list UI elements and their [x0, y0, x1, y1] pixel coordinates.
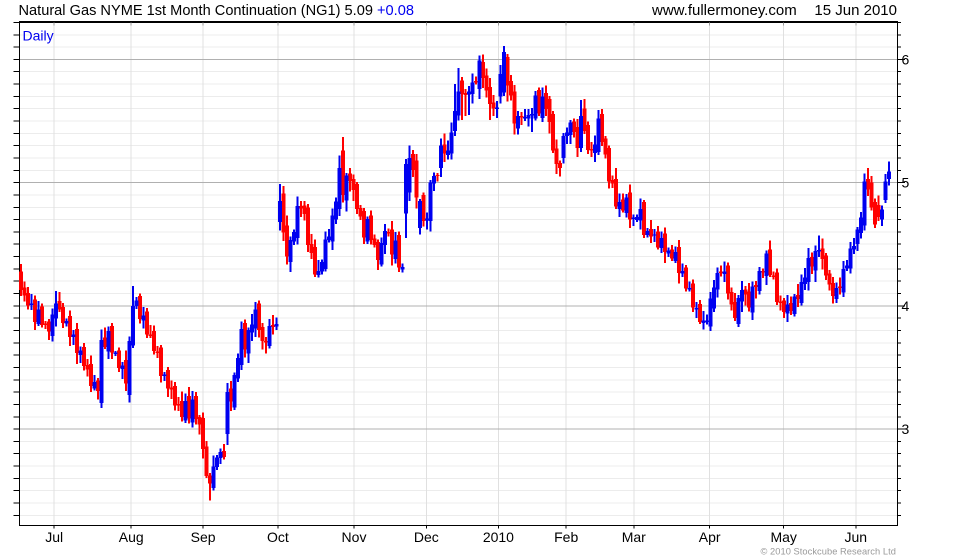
svg-text:May: May [770, 529, 796, 545]
svg-text:www.fullermoney.com: www.fullermoney.com [651, 2, 797, 19]
svg-text:Natural Gas NYME 1st Month Con: Natural Gas NYME 1st Month Continuation … [19, 3, 414, 19]
svg-text:Feb: Feb [554, 529, 578, 545]
svg-text:© 2010 Stockcube Research Ltd: © 2010 Stockcube Research Ltd [761, 547, 896, 557]
svg-text:15 Jun 2010: 15 Jun 2010 [814, 2, 897, 19]
svg-text:Oct: Oct [267, 529, 289, 545]
svg-text:3: 3 [902, 421, 910, 437]
svg-text:5: 5 [902, 175, 910, 191]
svg-text:Daily: Daily [23, 28, 54, 44]
svg-text:Jul: Jul [45, 529, 63, 545]
svg-text:Mar: Mar [622, 529, 646, 545]
svg-text:Dec: Dec [414, 529, 439, 545]
svg-text:Sep: Sep [191, 529, 216, 545]
svg-text:Nov: Nov [342, 529, 367, 545]
svg-text:6: 6 [902, 51, 910, 67]
svg-text:Jun: Jun [845, 529, 868, 545]
svg-text:Apr: Apr [699, 529, 721, 545]
svg-text:Aug: Aug [119, 529, 144, 545]
svg-text:4: 4 [902, 298, 910, 314]
svg-text:2010: 2010 [483, 529, 514, 545]
